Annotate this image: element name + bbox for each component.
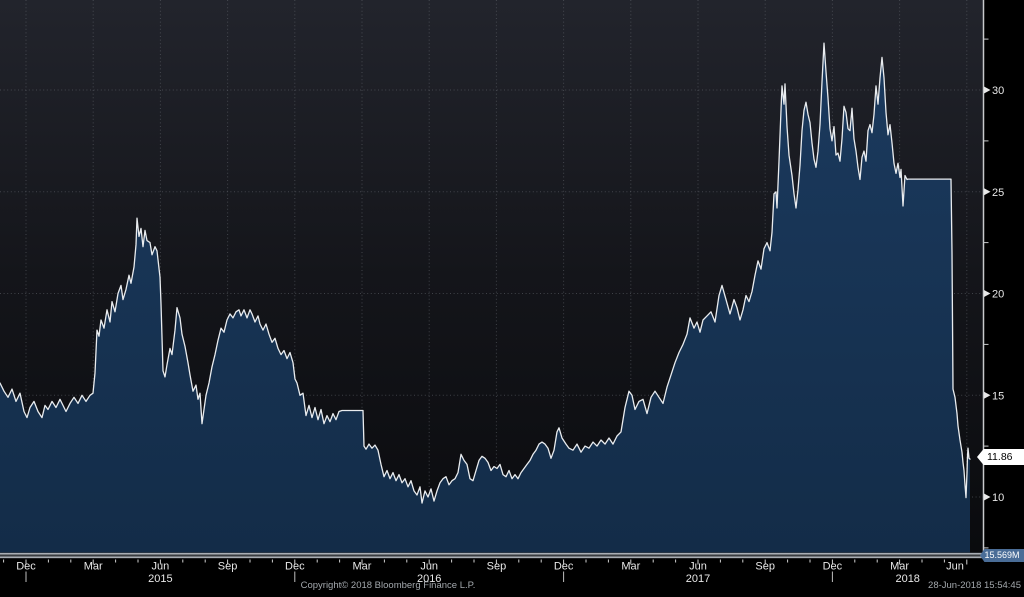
x-axis-month-label: Dec bbox=[16, 561, 36, 573]
x-axis-month-label: Dec bbox=[823, 561, 843, 573]
x-axis-month-label: Jun bbox=[420, 561, 438, 573]
y-axis-major-tick bbox=[984, 391, 991, 399]
panel-divider-line-bottom bbox=[0, 556, 982, 558]
y-axis-major-tick bbox=[984, 86, 991, 94]
y-axis-label: 15 bbox=[992, 390, 1004, 402]
x-axis-month-label: Jun bbox=[689, 561, 707, 573]
x-axis-month-label: Jun bbox=[152, 561, 170, 573]
panel-divider-line-top bbox=[0, 553, 982, 555]
y-axis-label: 25 bbox=[992, 187, 1004, 199]
x-axis-month-label: Sep bbox=[218, 561, 238, 573]
y-axis-label: 20 bbox=[992, 289, 1004, 301]
y-axis-major-tick bbox=[984, 290, 991, 297]
x-axis-month-label: Mar bbox=[84, 561, 103, 573]
x-axis-month-label: Mar bbox=[890, 561, 909, 573]
x-axis-month-label: Mar bbox=[621, 561, 640, 573]
y-axis-label: 10 bbox=[992, 492, 1004, 504]
price-area-fill bbox=[0, 43, 970, 553]
timestamp-text: 28-Jun-2018 15:54:45 bbox=[928, 580, 1021, 591]
x-axis-month-label: Dec bbox=[554, 561, 574, 573]
copyright-text: Copyright© 2018 Bloomberg Finance L.P. bbox=[300, 580, 476, 591]
x-axis-year-label: 2018 bbox=[895, 573, 919, 585]
x-axis-year-label: 2015 bbox=[148, 573, 172, 585]
last-price-badge: 11.86 bbox=[977, 449, 1024, 465]
x-axis-month-label: Sep bbox=[755, 561, 775, 573]
volume-badge: 15.569M bbox=[980, 549, 1024, 562]
x-axis-month-label: Sep bbox=[487, 561, 507, 573]
y-axis-major-tick bbox=[984, 188, 991, 196]
x-axis-month-label: Dec bbox=[285, 561, 305, 573]
panel-divider[interactable] bbox=[0, 552, 982, 559]
x-axis-year-label: 2017 bbox=[686, 573, 710, 585]
y-axis-label: 30 bbox=[992, 85, 1004, 97]
x-axis-month-label: Jun bbox=[946, 561, 964, 573]
y-axis-major-tick bbox=[984, 493, 991, 501]
price-line bbox=[0, 42, 971, 504]
x-axis-month-label: Mar bbox=[353, 561, 372, 573]
x-axis-year-label: 2016 bbox=[417, 573, 441, 585]
